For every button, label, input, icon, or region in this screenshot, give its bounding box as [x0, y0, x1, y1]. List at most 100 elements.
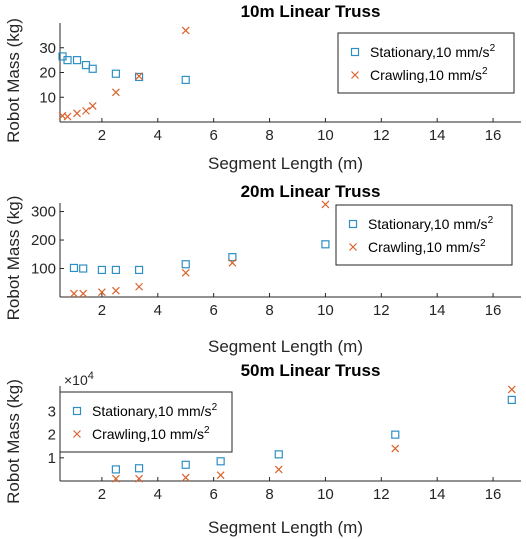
- data-point: [228, 253, 237, 262]
- x-tick-label: 10: [317, 302, 334, 319]
- legend-box: [59, 391, 233, 453]
- x-axis-label: Segment Length (m): [208, 337, 363, 356]
- series-x: [70, 200, 330, 298]
- legend: Stationary,10 mm/s2 Crawling,10 mm/s2: [59, 391, 233, 453]
- x-tick-label: 4: [154, 302, 162, 319]
- data-point: [391, 444, 400, 453]
- data-point: [135, 282, 143, 291]
- panel-20m: 20m Linear Truss 2 4 6 8 10 12 14 16 100 200 300 Seg…: [4, 182, 521, 356]
- legend: Stationary,10 mm/s2 Crawling,10 mm/s2: [335, 204, 513, 266]
- data-point: [111, 69, 120, 78]
- y-tick-label: 200: [31, 232, 56, 249]
- data-point: [507, 385, 516, 394]
- data-point: [63, 112, 72, 121]
- x-tick-label: 12: [373, 302, 390, 319]
- data-point: [321, 200, 330, 209]
- x-tick-label: 2: [98, 127, 106, 144]
- legend: Stationary,10 mm/s2 Crawling,10 mm/s2: [337, 32, 515, 94]
- panel-10m: 10m Linear Truss 2 4 6 8 10 12 14 16 10 20 30 Segmen…: [4, 2, 521, 173]
- series-square: [69, 240, 330, 275]
- y-tick-label: 2: [48, 427, 56, 444]
- y-tick-label: 300: [31, 204, 56, 221]
- legend-label: Stationary,10 mm/s2: [370, 43, 496, 60]
- x-tick-label: 16: [485, 127, 502, 144]
- data-point: [391, 430, 400, 439]
- data-point: [181, 473, 190, 482]
- series-x: [58, 26, 190, 121]
- data-point: [111, 265, 120, 275]
- chart-title: 10m Linear Truss: [241, 2, 381, 21]
- x-tick-label: 10: [317, 486, 334, 503]
- data-point: [135, 72, 143, 81]
- data-point: [111, 286, 120, 295]
- x-tick-label: 10: [317, 127, 334, 144]
- legend-label: Stationary,10 mm/s2: [92, 402, 218, 419]
- y-tick-label: 3: [48, 403, 56, 420]
- chart-title: 20m Linear Truss: [241, 182, 381, 201]
- series-square: [111, 395, 516, 474]
- x-tick-label: 14: [429, 127, 446, 144]
- data-point: [134, 464, 144, 473]
- series-square: [58, 52, 190, 85]
- legend-marker: [73, 430, 81, 438]
- x-axis-label: Segment Length (m): [208, 154, 363, 173]
- x-tick-label: 12: [373, 127, 390, 144]
- x-tick-label: 14: [429, 302, 446, 319]
- data-point: [97, 265, 107, 275]
- y-tick-label: 1: [48, 450, 56, 467]
- chart-title: 50m Linear Truss: [241, 361, 381, 380]
- data-point: [88, 101, 97, 110]
- x-tick-label: 8: [265, 302, 273, 319]
- legend-label: Crawling,10 mm/s2: [370, 66, 488, 83]
- y-axis-label: Robot Mass (kg): [4, 18, 23, 143]
- x-tick-label: 2: [98, 302, 106, 319]
- data-point: [63, 56, 72, 65]
- legend-label: Crawling,10 mm/s2: [92, 425, 210, 442]
- data-point: [135, 474, 143, 483]
- x-tick-label: 8: [265, 127, 273, 144]
- x-tick-label: 8: [265, 486, 273, 503]
- data-point: [69, 263, 79, 273]
- data-point: [274, 465, 283, 474]
- x-tick-label: 2: [98, 486, 106, 503]
- legend-box: [335, 204, 513, 266]
- data-point: [82, 106, 90, 115]
- x-axis-label: Segment Length (m): [208, 518, 363, 537]
- x-tick-label: 6: [209, 127, 217, 144]
- data-point: [216, 457, 225, 466]
- data-point: [111, 88, 120, 97]
- data-point: [79, 289, 88, 298]
- legend-label: Crawling,10 mm/s2: [368, 238, 486, 255]
- series-x: [111, 385, 516, 483]
- data-point: [181, 260, 190, 269]
- x-tick-label: 14: [429, 486, 446, 503]
- x-tick-label: 16: [485, 486, 502, 503]
- data-point: [134, 72, 144, 82]
- data-point: [181, 268, 190, 277]
- data-point: [72, 56, 82, 65]
- data-point: [216, 471, 225, 480]
- y-tick-label: 20: [39, 65, 56, 82]
- x-tick-label: 6: [209, 302, 217, 319]
- y-axis-label: Robot Mass (kg): [4, 196, 23, 321]
- data-point: [111, 474, 120, 483]
- data-point: [134, 265, 144, 275]
- data-point: [81, 60, 91, 70]
- y-tick-label: 30: [39, 40, 56, 57]
- legend-marker: [348, 219, 358, 229]
- data-point: [228, 258, 237, 267]
- data-point: [181, 26, 190, 35]
- x-tick-label: 4: [154, 486, 162, 503]
- legend-box: [337, 32, 515, 94]
- legend-marker: [351, 71, 359, 79]
- data-point: [507, 395, 516, 405]
- y-exponent-label: ×104: [64, 370, 94, 388]
- x-tick-label: 12: [373, 486, 390, 503]
- data-point: [70, 289, 78, 298]
- data-point: [88, 64, 97, 73]
- data-point: [181, 75, 190, 85]
- y-axis-label: Robot Mass (kg): [4, 379, 23, 504]
- data-point: [111, 465, 120, 474]
